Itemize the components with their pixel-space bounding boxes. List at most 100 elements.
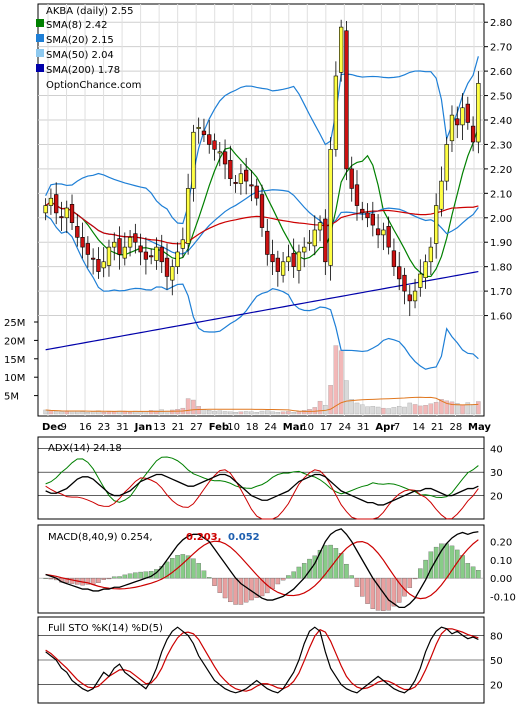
volume-bar [212,410,217,415]
candle-body [122,246,127,259]
volume-bar [43,409,48,415]
macd-histogram-bar [138,571,143,579]
volume-bar [433,402,439,415]
date-label: 24 [264,422,277,433]
candle-body [228,160,233,179]
candle-body [407,294,412,302]
date-label: 13 [153,422,166,433]
date-label: Feb [209,422,229,433]
volume-bar [206,410,212,415]
candle-body [96,259,101,272]
macd-histogram-bar [391,577,397,607]
sto-title: Full STO %K(14) %D(5) [48,623,163,634]
candle-body [170,266,175,281]
candle-body [280,261,286,276]
macd-histogram-bar [90,577,96,585]
volume-bar [338,350,344,415]
candle-body [381,229,386,236]
candle-body [428,246,434,263]
volume-bar [449,401,455,415]
volume-bar [328,385,333,415]
sto-tick-label: 50 [490,656,503,667]
macd-histogram-bar [233,577,238,605]
volume-bar [80,411,85,415]
candle-body [69,204,75,223]
macd-histogram-bar [228,577,233,603]
volume-bar [381,407,386,415]
macd-histogram-bar [396,577,402,603]
candle-body [127,237,133,248]
sto-tick-label: 20 [490,681,503,692]
macd-histogram-bar [280,577,286,581]
volume-bar [101,412,106,415]
candle-body [233,182,238,184]
macd-histogram-bar [412,577,418,580]
macd-histogram-bar [476,570,481,579]
date-label: 23 [98,422,111,433]
volume-bar [111,411,117,415]
price-tick-label: 2.70 [490,43,512,54]
candle-body [344,30,349,170]
macd-histogram-bar [275,577,281,585]
macd-histogram-bar [365,577,370,604]
volume-tick-label: 20M [4,336,25,347]
price-tick-label: 2.20 [490,165,512,176]
macd-histogram-bar [465,563,471,579]
volume-bar [154,410,159,415]
candle-body [375,228,381,236]
volume-bar [90,411,96,415]
macd-panel-frame [37,524,485,614]
candle-body [48,197,54,206]
candle-body [317,222,323,231]
volume-tick-label: 10M [4,373,25,384]
date-label: Mar [283,422,305,433]
volume-bar [333,345,339,415]
macd-histogram-bar [43,577,48,579]
candle-body [307,241,312,244]
date-label: 7 [394,422,400,433]
candle-body [180,239,185,249]
volume-bar [470,404,476,415]
date-label: Apr [375,422,395,433]
legend-sma20: SMA(20) 2.15 [46,35,114,46]
candle-body [291,252,296,267]
candle-body [207,134,212,145]
volume-bar [238,411,244,415]
macd-histogram-bar [222,577,228,599]
candle-body [391,250,397,267]
volume-bars [43,345,481,415]
sto-lines: 80 50 20 [38,626,503,694]
legend-swatch-sma50 [36,49,44,57]
volume-bar [370,406,376,415]
volume-bar [222,411,228,415]
candle-body [101,261,106,269]
macd-histogram-bar [127,573,133,579]
candle-body [154,246,159,261]
candle-body [238,173,244,184]
date-label: 21 [172,422,185,433]
macd-histogram-bar [206,577,212,579]
candle-body [75,226,80,238]
legend-swatch-sma20 [36,34,44,42]
candle-body [112,241,117,248]
candle-body [149,255,154,258]
candle-body [54,194,59,214]
macd-histogram-bar [354,577,360,588]
macd-histogram-bar [238,577,244,605]
macd-histogram-bar [191,558,196,579]
date-label: 28 [449,422,462,433]
macd-line [45,528,479,608]
sto-d-line [45,628,479,692]
volume-bar [428,403,434,415]
candle-body [164,257,170,277]
candle-body [43,205,48,214]
volume-bar [191,399,196,415]
candle-body [470,125,476,143]
macd-histogram-bar [323,545,328,579]
candle-body [217,151,222,154]
di-plus-line [45,456,479,503]
macd-signal-value: 0.203, [186,532,221,543]
volume-bar [412,404,418,415]
